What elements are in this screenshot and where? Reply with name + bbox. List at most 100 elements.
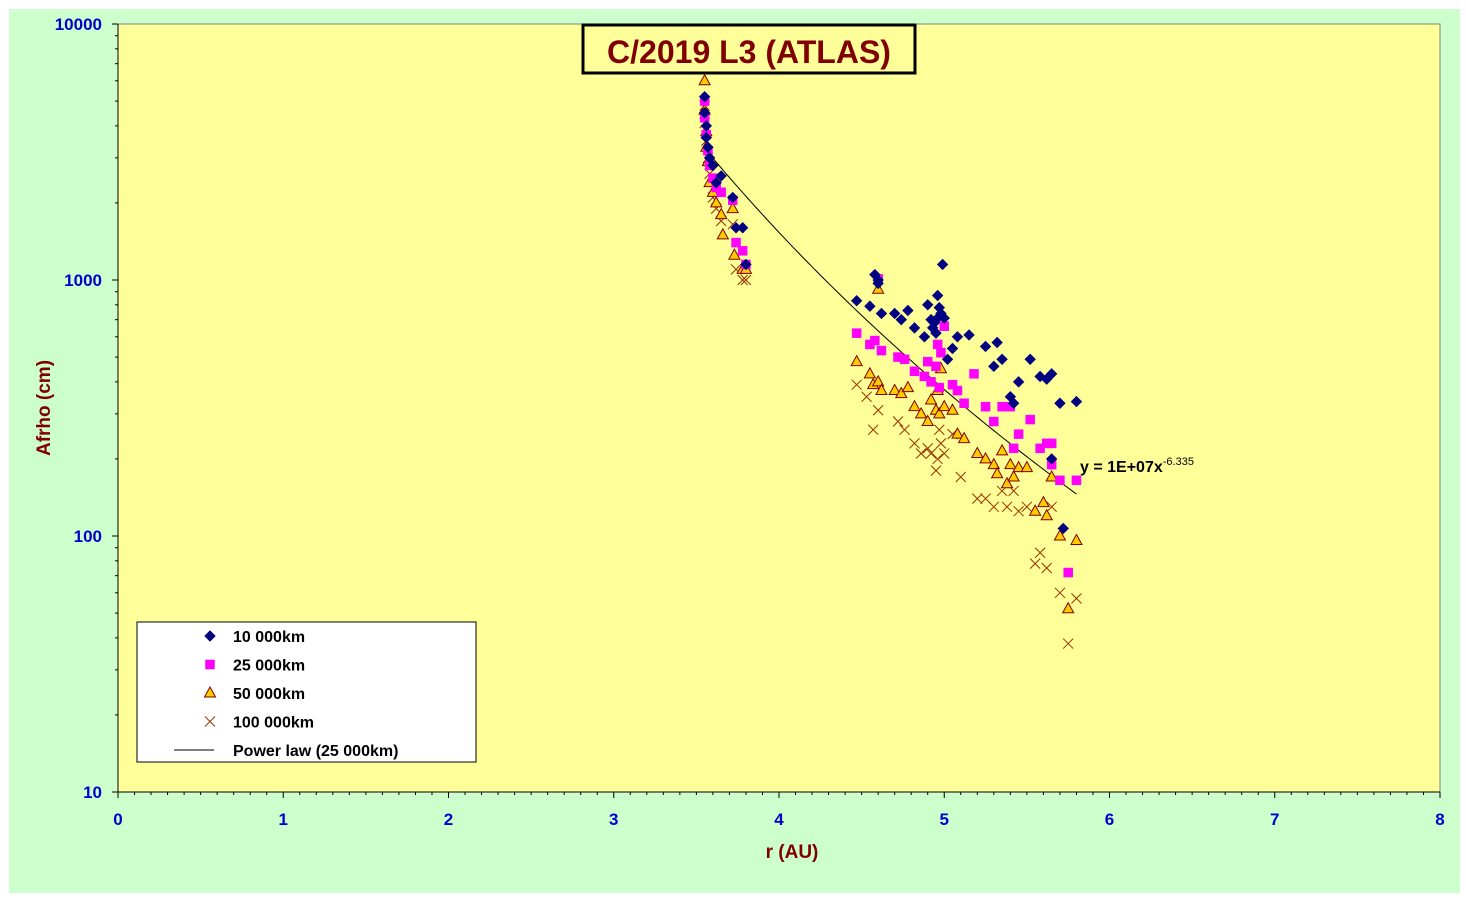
data-point <box>936 347 946 358</box>
data-point <box>989 416 999 427</box>
data-point <box>709 195 723 208</box>
data-point <box>714 207 728 220</box>
series-10000km <box>698 90 1083 535</box>
y-tick-label: 10 <box>83 783 102 802</box>
data-point <box>937 399 951 412</box>
x-stroke <box>915 448 927 459</box>
data-point <box>1024 353 1036 366</box>
data-point <box>727 191 739 204</box>
x-stroke <box>1041 562 1053 574</box>
data-point <box>863 366 877 379</box>
data-point <box>1045 453 1058 465</box>
data-point <box>1070 395 1083 408</box>
x-stroke <box>925 448 937 459</box>
x-stroke <box>988 501 1000 513</box>
data-point <box>1053 528 1067 541</box>
x-stroke <box>867 424 879 436</box>
data-point <box>1029 558 1041 569</box>
x-stroke <box>1001 501 1013 513</box>
data-point <box>728 248 741 260</box>
data-point <box>1045 469 1059 482</box>
data-point <box>1013 505 1024 517</box>
data-point <box>702 141 714 153</box>
title-box: C/2019 L3 (ATLAS) <box>581 23 917 75</box>
data-point <box>895 313 907 326</box>
y-tick-label: 100 <box>74 527 102 546</box>
data-point <box>872 404 884 416</box>
legend-item: Power law (25 000km) <box>174 743 398 760</box>
data-point <box>1001 501 1013 513</box>
data-point <box>1000 476 1014 489</box>
data-point <box>698 107 711 119</box>
x-stroke <box>1013 505 1024 517</box>
x-stroke <box>892 416 904 427</box>
data-point <box>871 374 885 387</box>
data-point <box>925 448 937 459</box>
data-point <box>947 379 958 390</box>
data-point <box>909 438 920 449</box>
data-point <box>980 401 991 412</box>
data-point <box>963 329 975 341</box>
data-point <box>946 342 959 355</box>
data-point <box>1054 397 1066 409</box>
data-point <box>716 187 726 198</box>
x-stroke <box>935 438 947 449</box>
data-point <box>938 448 950 459</box>
data-point <box>969 369 979 379</box>
data-point <box>726 201 740 214</box>
data-point <box>932 339 943 350</box>
data-point <box>922 299 934 311</box>
data-point <box>924 392 938 405</box>
data-point <box>899 354 910 365</box>
data-point <box>919 371 930 382</box>
data-point <box>1008 443 1019 454</box>
x-stroke <box>980 493 991 504</box>
data-point <box>888 307 901 320</box>
x-stroke <box>922 442 934 454</box>
data-point <box>988 360 1000 373</box>
data-point <box>922 442 934 454</box>
data-point <box>1037 495 1050 508</box>
x-stroke <box>861 391 872 403</box>
data-point <box>872 277 884 290</box>
data-point <box>1057 522 1069 535</box>
legend-marker-diamond <box>204 630 216 642</box>
data-point <box>737 246 748 256</box>
x-stroke <box>971 493 983 504</box>
x-stroke <box>872 404 884 416</box>
legend-label: 25 000km <box>233 658 305 675</box>
data-point <box>908 399 921 412</box>
data-point <box>955 471 967 483</box>
x-tick-label: 2 <box>444 810 453 829</box>
data-point <box>698 90 711 103</box>
legend-item: 10 000km <box>204 629 305 646</box>
data-point <box>850 295 863 307</box>
data-point <box>703 152 716 164</box>
data-point <box>850 354 864 367</box>
data-point <box>997 401 1007 412</box>
data-point <box>1012 376 1025 388</box>
legend-item: 100 000km <box>204 715 314 732</box>
data-point <box>988 501 1000 513</box>
x-stroke <box>930 465 942 477</box>
data-point <box>716 227 730 240</box>
data-point <box>715 170 727 182</box>
x-tick-label: 8 <box>1435 810 1444 829</box>
data-point <box>936 258 949 271</box>
data-point <box>933 424 945 436</box>
data-point <box>1013 429 1024 439</box>
data-point <box>934 382 945 393</box>
data-point <box>698 73 711 86</box>
legend: 10 000km 25 000km 50 000km 100 000km Power l… <box>136 621 477 763</box>
data-point <box>932 406 946 419</box>
data-point <box>932 453 943 465</box>
data-point <box>979 451 992 464</box>
data-point <box>864 300 876 312</box>
data-point <box>996 353 1008 366</box>
data-point <box>987 457 1001 470</box>
data-point <box>921 414 935 427</box>
data-point <box>870 335 880 346</box>
x-tick-label: 1 <box>279 810 288 829</box>
data-point <box>861 391 872 403</box>
data-point <box>892 416 904 427</box>
